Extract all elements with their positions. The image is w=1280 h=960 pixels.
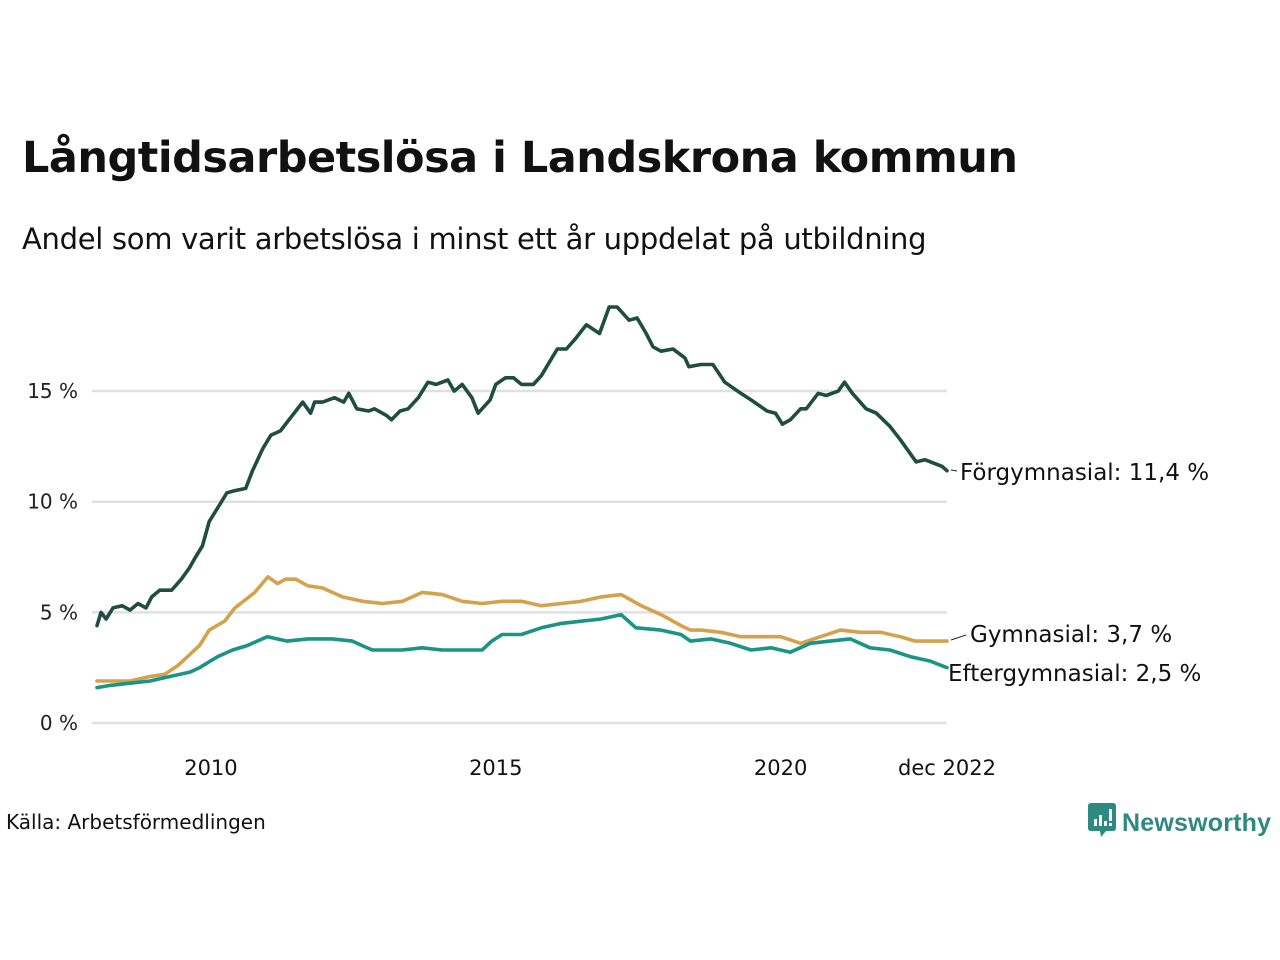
- y-tick-label: 15 %: [27, 379, 78, 403]
- y-tick-label: 5 %: [40, 600, 78, 624]
- y-tick-label: 0 %: [40, 711, 78, 735]
- chart-title: Långtidsarbetslösa i Landskrona kommun: [22, 133, 1018, 183]
- series-line-gymnasial: [95, 575, 949, 683]
- series-lines: [95, 305, 949, 690]
- series-end-labels: Förgymnasial: 11,4 % Gymnasial: 3,7 % Efte…: [948, 460, 1209, 687]
- series-line-eftergymnasial: [95, 612, 949, 690]
- newsworthy-logo-icon: [1088, 803, 1116, 843]
- x-tick-label: dec 2022: [898, 756, 996, 780]
- label-leader-line: [950, 634, 967, 641]
- x-axis-ticks: 2010 2015 2020 dec 2022: [184, 756, 996, 780]
- x-tick-label: 2010: [184, 756, 237, 780]
- x-tick-label: 2020: [754, 756, 807, 780]
- series-label-eftergymnasial: Eftergymnasial: 2,5 %: [948, 661, 1201, 687]
- x-tick-label: 2015: [469, 756, 522, 780]
- brand-name: Newsworthy: [1122, 808, 1272, 837]
- series-label-gymnasial: Gymnasial: 3,7 %: [970, 622, 1172, 648]
- y-tick-label: 10 %: [27, 490, 78, 514]
- brand-logo[interactable]: Newsworthy: [1088, 803, 1271, 843]
- chart-subtitle: Andel som varit arbetslösa i minst ett å…: [22, 222, 927, 256]
- series-label-förgymnasial: Förgymnasial: 11,4 %: [960, 460, 1209, 486]
- y-axis-ticks: 0 % 5 % 10 % 15 %: [27, 379, 78, 735]
- series-line-förgymnasial: [95, 305, 949, 628]
- source-note: Källa: Arbetsförmedlingen: [6, 810, 266, 834]
- label-leader-line: [950, 469, 958, 472]
- gridlines: [92, 389, 947, 725]
